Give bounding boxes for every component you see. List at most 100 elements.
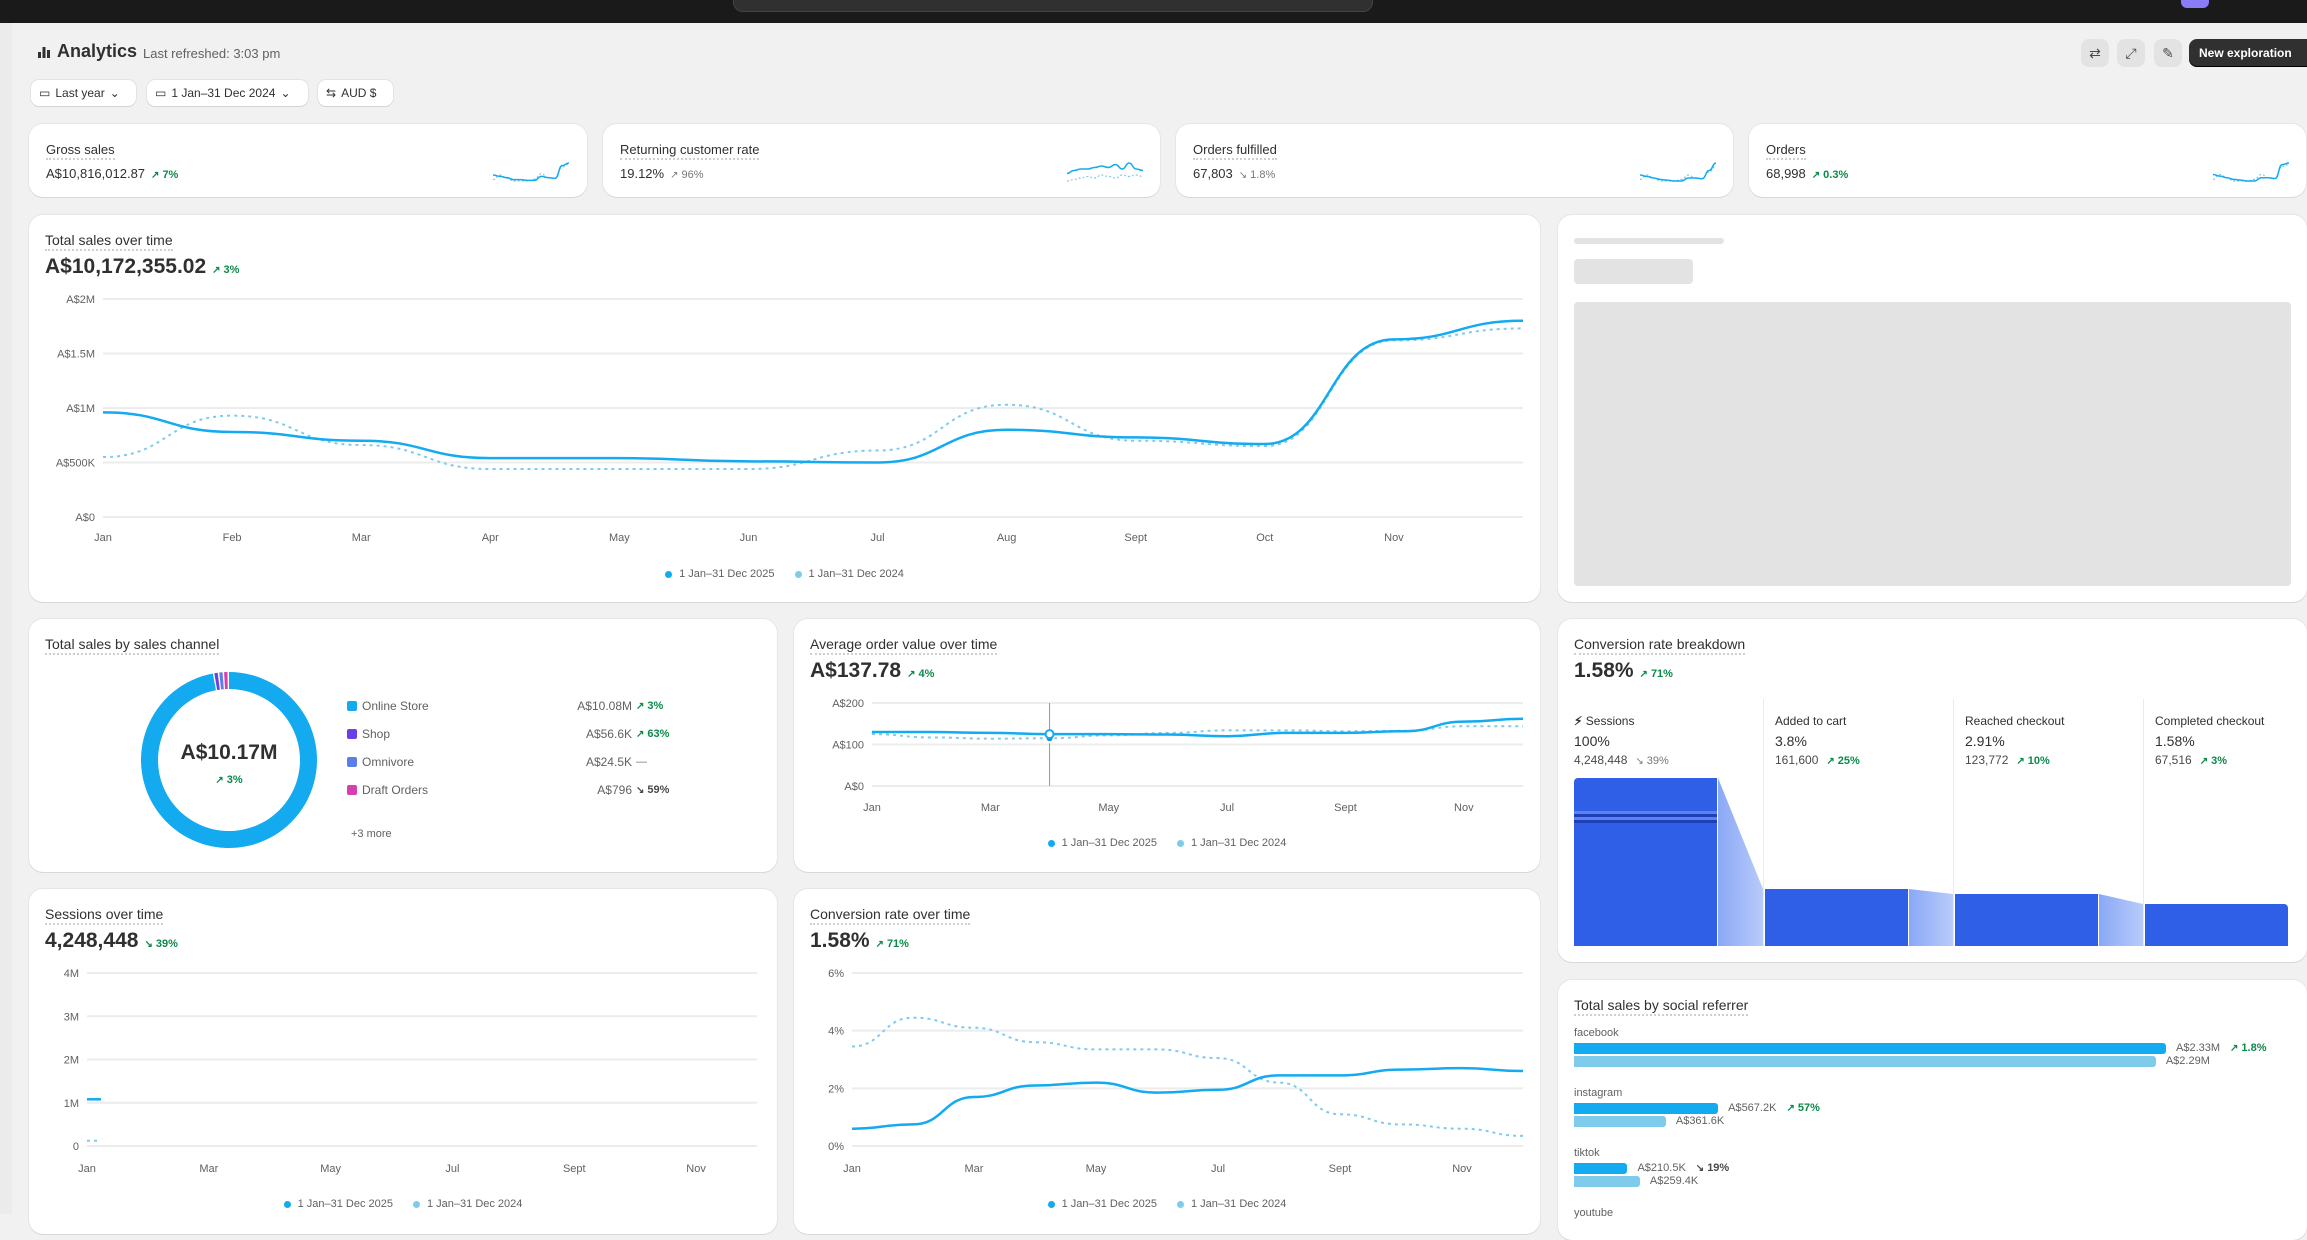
bar-current[interactable] — [1574, 1163, 1628, 1174]
more-channels-link[interactable]: +3 more — [351, 828, 392, 840]
channel-value: A$56.6K — [585, 727, 632, 741]
x-tick-label: Mar — [352, 532, 371, 544]
total-sales-chart[interactable]: A$0 A$500K A$1M A$1.5M A$2M Jan Feb Mar Apr May Ju… — [29, 215, 1540, 555]
referrer-label: facebook — [1574, 1027, 1619, 1039]
x-tick-label: Oct — [1256, 532, 1273, 544]
card-title[interactable]: Conversion rate over time — [810, 906, 971, 925]
bar-value-current: A$2.33M 1.8% — [2176, 1042, 2267, 1054]
x-tick-label: Mar — [199, 1163, 218, 1175]
sparkline — [492, 162, 570, 182]
donut-slice-omnivore[interactable] — [219, 672, 224, 690]
value-label: A$259.4K — [1649, 1175, 1699, 1187]
x-tick-label: Jan — [94, 532, 112, 544]
search-bar[interactable] — [733, 0, 1373, 12]
donut-delta: 3% — [215, 774, 242, 786]
delta: 1.8% — [2230, 1042, 2266, 1054]
bar-current[interactable] — [1574, 1043, 2166, 1054]
legend-item-online-store[interactable]: Online Store A$10.08M 3% — [347, 698, 767, 714]
kpi-title: Orders — [1766, 141, 1806, 160]
series-line-current[interactable] — [871, 717, 1524, 738]
x-tick-label: Sept — [1334, 802, 1357, 814]
y-tick-label: 6% — [828, 968, 844, 980]
bar-value-previous: A$2.29M — [2166, 1055, 2210, 1067]
legend-item-previous[interactable]: 1 Jan–31 Dec 2024 — [413, 1198, 522, 1210]
card-title[interactable]: Total sales over time — [45, 232, 173, 251]
kpi-value: 19.12% — [620, 166, 665, 181]
funnel-step-reached-checkout[interactable]: Reached checkout 2.91% 123,772 10% — [1965, 714, 2064, 767]
funnel-bar-added-to-cart[interactable] — [1765, 889, 1908, 946]
channel-delta: 3% — [636, 700, 663, 712]
date-range-filter[interactable]: ▭ Last year ⌄ — [31, 80, 136, 106]
y-tick-label: 0% — [828, 1141, 844, 1153]
bar-current[interactable] — [1574, 1103, 1719, 1114]
step-percent: 2.91% — [1965, 733, 2005, 749]
kpi-card-orders-fulfilled[interactable]: Orders fulfilled 67,803 1.8% — [1176, 124, 1733, 197]
kpi-card-orders[interactable]: Orders 68,998 0.3% — [1749, 124, 2306, 197]
legend-item-previous[interactable]: 1 Jan–31 Dec 2024 — [794, 568, 904, 580]
x-tick-label: May — [320, 1163, 341, 1175]
kpi-card-gross-sales[interactable]: Gross sales A$10,816,012.87 7% — [29, 124, 587, 197]
sessions-chart[interactable]: 0 1M 2M 3M 4M Jan Mar May Jul Sept Nov — [29, 889, 777, 1189]
legend-item-omnivore[interactable]: Omnivore A$24.5K — — [347, 754, 767, 770]
bar-previous[interactable] — [1574, 1176, 1640, 1187]
legend-item-current[interactable]: 1 Jan–31 Dec 2025 — [283, 1198, 393, 1210]
chevron-down-icon: ⌄ — [109, 86, 120, 100]
card-title[interactable]: Total sales by sales channel — [45, 636, 220, 655]
x-tick-label: Mar — [981, 802, 1000, 814]
sparkline — [1066, 162, 1144, 182]
sparkline-previous — [492, 163, 570, 182]
series-line-previous[interactable] — [102, 327, 1524, 471]
currency-filter[interactable]: ⇆ AUD $ — [318, 80, 393, 106]
card-title[interactable]: Sessions over time — [45, 906, 164, 925]
conversion-rate-chart[interactable]: 0% 2% 4% 6% Jan Mar May Jul Sept Nov — [794, 889, 1540, 1189]
kpi-value: 67,803 — [1193, 166, 1233, 181]
edit-button[interactable]: ✎ — [2154, 39, 2182, 67]
funnel-step-added-to-cart[interactable]: Added to cart 3.8% 161,600 25% — [1775, 714, 1860, 767]
comparison-filter[interactable]: ▭ 1 Jan–31 Dec 2024 ⌄ — [147, 80, 308, 106]
x-tick-label: Jul — [1220, 802, 1234, 814]
chart-legend: 1 Jan–31 Dec 2025 1 Jan–31 Dec 2024 — [794, 1198, 1540, 1210]
funnel-connector — [1718, 778, 1763, 946]
legend-label: 1 Jan–31 Dec 2024 — [1191, 837, 1287, 849]
step-percent: 100% — [1574, 733, 1610, 749]
series-line-current[interactable] — [102, 319, 1524, 464]
legend-item-current[interactable]: 1 Jan–31 Dec 2025 — [1047, 1198, 1157, 1210]
legend-item-draft-orders[interactable]: Draft Orders A$796 59% — [347, 782, 767, 798]
chart-legend: 1 Jan–31 Dec 2025 1 Jan–31 Dec 2024 — [794, 837, 1540, 849]
funnel-bar-completed-checkout[interactable] — [2145, 904, 2288, 946]
new-exploration-button[interactable]: New exploration — [2189, 39, 2307, 67]
y-tick-label: A$1M — [66, 403, 95, 415]
funnel-step-sessions[interactable]: ⚡︎ Sessions 100% 4,248,448 39% — [1574, 714, 1669, 767]
x-tick-label: May — [1098, 802, 1119, 814]
donut-slice-draft-orders[interactable] — [224, 672, 228, 690]
fullscreen-button[interactable]: ⤢ — [2117, 39, 2145, 67]
kpi-card-returning-customer-rate[interactable]: Returning customer rate 19.12% 96% — [603, 124, 1160, 197]
bar-previous[interactable] — [1574, 1116, 1666, 1127]
donut-slice-shop[interactable] — [214, 672, 220, 690]
aov-chart[interactable]: A$0 A$100 A$200 Jan Mar May Jul Sept Nov — [794, 619, 1540, 829]
date-range-label: Last year — [55, 86, 105, 100]
legend-item-current[interactable]: 1 Jan–31 Dec 2025 — [1047, 837, 1157, 849]
series-line-previous[interactable] — [851, 1016, 1524, 1137]
legend-item-shop[interactable]: Shop A$56.6K 63% — [347, 726, 767, 742]
donut-chart[interactable] — [129, 660, 329, 860]
legend-label: 1 Jan–31 Dec 2025 — [679, 568, 775, 580]
channel-value: A$796 — [597, 783, 632, 797]
legend-item-previous[interactable]: 1 Jan–31 Dec 2024 — [1177, 1198, 1286, 1210]
x-tick-label: Feb — [223, 532, 242, 544]
legend-item-current[interactable]: 1 Jan–31 Dec 2025 — [665, 568, 775, 580]
bar-previous[interactable] — [1574, 1056, 2156, 1067]
funnel-bar-sessions[interactable] — [1574, 778, 1717, 946]
avatar[interactable] — [2181, 0, 2209, 8]
refresh-button[interactable]: ⇄ — [2081, 39, 2109, 67]
legend-item-previous[interactable]: 1 Jan–31 Dec 2024 — [1177, 837, 1286, 849]
card-title[interactable]: Total sales by social referrer — [1574, 997, 1749, 1016]
funnel-connector — [1909, 889, 1953, 946]
legend-dot — [665, 570, 673, 578]
funnel-step-completed-checkout[interactable]: Completed checkout 1.58% 67,516 3% — [2155, 714, 2264, 767]
series-line-current[interactable] — [851, 1066, 1524, 1130]
x-tick-label: Sept — [563, 1163, 586, 1175]
funnel-bar-reached-checkout[interactable] — [1955, 894, 2098, 946]
card-title[interactable]: Conversion rate breakdown — [1574, 636, 1746, 655]
card-title[interactable]: Average order value over time — [810, 636, 998, 655]
